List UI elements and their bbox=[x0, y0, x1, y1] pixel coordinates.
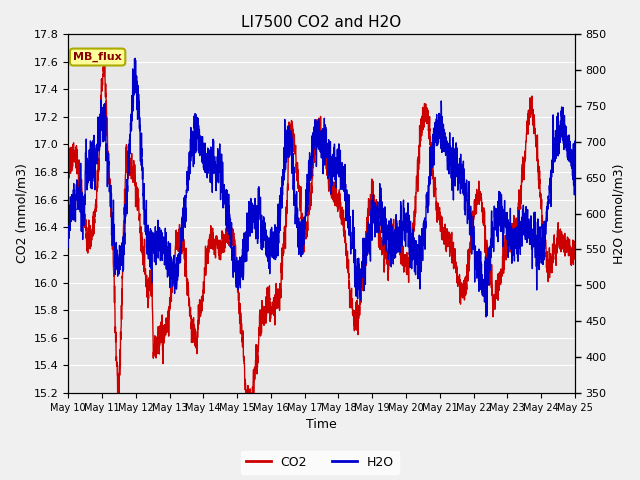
Y-axis label: CO2 (mmol/m3): CO2 (mmol/m3) bbox=[15, 164, 28, 264]
Title: LI7500 CO2 and H2O: LI7500 CO2 and H2O bbox=[241, 15, 402, 30]
X-axis label: Time: Time bbox=[306, 419, 337, 432]
Y-axis label: H2O (mmol/m3): H2O (mmol/m3) bbox=[612, 163, 625, 264]
Legend: CO2, H2O: CO2, H2O bbox=[241, 451, 399, 474]
Text: MB_flux: MB_flux bbox=[73, 52, 122, 62]
